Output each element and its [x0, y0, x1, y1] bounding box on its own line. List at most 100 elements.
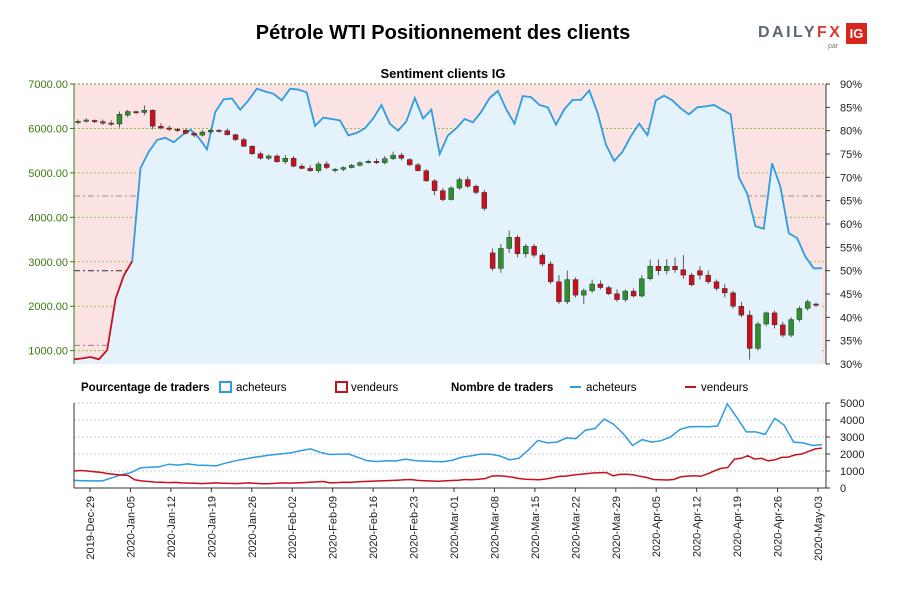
candle-body: [755, 323, 761, 349]
candle-body: [290, 158, 297, 167]
candle-body: [332, 169, 338, 171]
candle-body: [456, 179, 463, 189]
count-line-acheteurs: [73, 402, 823, 482]
chart-subtitle: Sentiment clients IG: [381, 66, 506, 81]
price-tick-label: 2000.00: [28, 301, 68, 313]
candle-body: [581, 290, 587, 296]
candle-body: [282, 158, 289, 162]
date-tick-label: 2020-Jan-05: [125, 496, 137, 558]
candle-body: [257, 153, 264, 159]
candle-body: [664, 266, 670, 271]
brand-fx-text: FX: [817, 24, 843, 41]
candle-body: [207, 130, 214, 133]
date-tick-label: 2020-Mar-01: [449, 496, 461, 559]
candle-body: [348, 165, 355, 168]
candle-body: [738, 306, 745, 316]
count-tick-label: 1000: [840, 466, 864, 478]
candle-body: [357, 162, 363, 166]
candle-body: [763, 312, 769, 325]
price-tick-label: 7000.00: [28, 79, 68, 91]
count-tick-label: 2000: [840, 449, 864, 461]
candle-body: [232, 134, 239, 140]
candle-body: [166, 127, 172, 130]
dailyfx-ig-logo: DAILYFX par IG: [758, 23, 867, 50]
date-tick-label: 2020-Jan-19: [206, 496, 218, 558]
legend-label-vendeurs-count: vendeurs: [701, 382, 749, 394]
candle-body: [489, 252, 496, 269]
date-tick-label: 2020-Mar-29: [611, 496, 623, 559]
candle-body: [597, 283, 604, 288]
candle-body: [448, 187, 454, 200]
trader-count-lines: [73, 402, 823, 485]
candle-body: [647, 266, 653, 279]
candle-body: [340, 167, 347, 170]
price-candlesticks: [75, 105, 819, 360]
chart-main-title: Pétrole WTI Positionnement des clients: [255, 22, 631, 44]
candle-body: [813, 303, 819, 306]
candle-body: [266, 155, 272, 159]
date-tick-label: 2020-Feb-09: [328, 496, 340, 559]
candle-body: [498, 248, 504, 269]
legend-swatch-vendeurs-percent: [335, 381, 348, 393]
count-tick-label: 5000: [840, 398, 864, 410]
candle-body: [655, 266, 662, 271]
percent-tick-label: 35%: [840, 336, 862, 348]
candle-body: [423, 170, 429, 182]
candle-body: [506, 237, 512, 249]
candle-body: [108, 122, 114, 125]
brand-daily-text: DAILY: [758, 24, 818, 41]
candle-body: [572, 279, 579, 296]
candle-body: [216, 130, 222, 132]
date-tick-label: 2020-Mar-08: [489, 496, 501, 559]
candle-body: [100, 121, 106, 124]
candle-body: [406, 159, 413, 166]
candle-body: [440, 190, 446, 200]
candle-body: [531, 246, 537, 256]
candle-body: [539, 254, 546, 265]
percent-tick-label: 70%: [840, 172, 862, 184]
percent-tick-label: 45%: [840, 289, 862, 301]
candle-body: [705, 274, 711, 282]
candle-body: [473, 186, 479, 193]
percent-tick-label: 60%: [840, 219, 862, 231]
count-line-vendeurs: [73, 447, 823, 485]
date-tick-label: 2020-Jan-12: [166, 496, 178, 558]
candle-body: [622, 290, 628, 300]
candle-body: [514, 237, 521, 254]
candle-body: [630, 290, 637, 297]
date-tick-label: 2020-Feb-02: [287, 496, 299, 559]
legend-swatch-acheteurs-percent: [219, 381, 232, 393]
percent-tick-label: 30%: [840, 359, 862, 371]
bottom-panel-gridlines: [74, 402, 826, 489]
candle-body: [249, 146, 255, 154]
price-tick-label: 5000.00: [28, 168, 68, 180]
percent-tick-label: 55%: [840, 242, 862, 254]
candle-body: [713, 281, 720, 289]
x-axis-date-labels: 2019-Dec-29 2020-Jan-05 2020-Jan-12 2020-Ja…: [85, 488, 825, 561]
percent-tick-label: 50%: [840, 266, 862, 278]
candle-body: [746, 314, 753, 349]
brand-par-text: par: [828, 43, 839, 50]
candle-body: [125, 111, 131, 116]
ig-logo-box: IG: [846, 23, 867, 44]
sentiment-line-buyers-side: [131, 87, 822, 270]
candle-body: [796, 308, 803, 320]
top-panel-axes: 1000.00 2000.00 3000.00 4000.00 5000.00 6000.…: [28, 79, 862, 371]
candle-body: [315, 163, 322, 171]
price-tick-label: 1000.00: [28, 346, 68, 358]
candle-body: [730, 292, 736, 307]
candle-body: [224, 130, 230, 135]
candle-body: [788, 319, 794, 336]
chart-legend: Pourcentage de traders acheteurs vendeur…: [81, 381, 749, 394]
date-tick-label: 2020-Feb-16: [368, 496, 380, 559]
percent-tick-label: 90%: [840, 79, 862, 91]
percent-tick-label: 85%: [840, 102, 862, 114]
candle-body: [780, 324, 786, 336]
candle-body: [722, 288, 728, 294]
date-tick-label: 2020-Mar-22: [570, 496, 582, 559]
price-tick-label: 6000.00: [28, 123, 68, 135]
candle-body: [382, 158, 388, 163]
date-tick-label: 2019-Dec-29: [85, 496, 97, 560]
candle-body: [373, 161, 380, 163]
price-tick-label: 4000.00: [28, 212, 68, 224]
